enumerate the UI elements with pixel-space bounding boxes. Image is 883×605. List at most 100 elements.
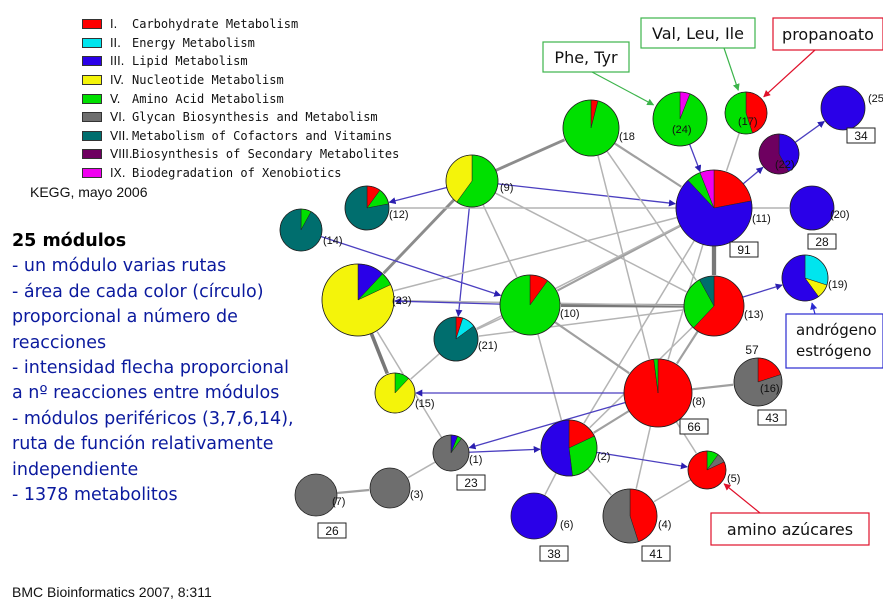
pie-outline	[445, 154, 499, 208]
module-edge	[407, 461, 436, 479]
module-edge	[676, 330, 699, 365]
module-edge	[388, 186, 447, 205]
legend-item: II. Energy Metabolism	[82, 34, 399, 53]
module-node-6: (6) 38	[510, 492, 573, 562]
pie-outline	[687, 450, 727, 490]
legend: I. Carbohydrate Metabolism II. Energy Metab…	[82, 15, 399, 182]
module-node-17: (17)	[724, 91, 768, 135]
count-value: 91	[737, 243, 751, 257]
module-edge	[393, 216, 678, 292]
legend-number: VI.	[110, 110, 126, 125]
count-box	[807, 233, 837, 250]
callout-text: andrógeno	[796, 321, 877, 339]
pie-slice	[820, 85, 866, 131]
count-box	[757, 409, 787, 426]
legend-item: V. Amino Acid Metabolism	[82, 89, 399, 108]
count-value: 38	[547, 547, 561, 561]
module-node-12: (12)	[344, 185, 409, 231]
module-node-22: (22)	[758, 133, 800, 175]
module-node-14: (14)	[279, 208, 343, 252]
legend-label: Energy Metabolism	[132, 35, 255, 50]
callout-pointer	[723, 483, 761, 514]
module-label: (4)	[658, 519, 671, 531]
pie-outline	[344, 185, 390, 231]
summary-line: independiente	[12, 459, 139, 480]
callout-box	[542, 41, 630, 73]
callout-pointer	[723, 47, 740, 91]
module-node-24: (24)	[652, 91, 708, 147]
module-label: (22)	[775, 159, 795, 171]
pie-slice	[510, 492, 558, 540]
module-edge	[497, 183, 676, 207]
module-edge	[476, 316, 504, 331]
callout-pointer	[763, 49, 816, 98]
legend-swatch	[82, 130, 102, 141]
pie-slice	[789, 185, 835, 231]
module-node-16: (16) 43 57	[733, 343, 787, 426]
count-box	[456, 474, 486, 491]
module-edge	[653, 479, 692, 503]
legend-swatch	[82, 112, 102, 123]
pie-outline	[733, 357, 783, 407]
legend-item: IV. Nucleotide Metabolism	[82, 71, 399, 90]
legend-swatch	[82, 37, 102, 48]
module-edge	[336, 488, 370, 495]
callout-pointer	[591, 71, 655, 106]
count-box	[729, 241, 759, 258]
callout-box	[640, 17, 756, 49]
module-label: (25	[868, 93, 883, 105]
count-value: 34	[854, 129, 868, 143]
module-label: (16)	[760, 383, 780, 395]
count-value: 41	[649, 547, 663, 561]
legend-swatch	[82, 93, 102, 104]
module-label: (24)	[672, 124, 692, 136]
pie-slice	[540, 419, 573, 477]
pie-outline	[724, 91, 768, 135]
module-node-18: (18	[562, 99, 635, 157]
module-edge	[596, 451, 688, 470]
module-label: (9)	[500, 182, 513, 194]
module-edge	[320, 235, 502, 297]
module-label: (13)	[744, 309, 764, 321]
module-edge	[587, 468, 612, 496]
summary-line: ruta de función relativamente	[12, 434, 274, 455]
module-node-1: (1) 23	[432, 434, 486, 491]
module-edge	[593, 409, 630, 434]
legend-number: IV.	[110, 73, 125, 88]
module-label: (18	[619, 131, 635, 143]
module-edge	[597, 154, 651, 360]
legend-label: Glycan Biosynthesis and Metabolism	[132, 110, 378, 125]
legend-label: Carbohydrate Metabolism	[132, 17, 299, 32]
module-node-20: (20) 28	[789, 185, 850, 250]
module-edge	[482, 204, 518, 278]
count-box	[679, 418, 709, 435]
citation: BMC Bioinformatics 2007, 8:311	[12, 584, 212, 600]
module-node-23: (23)	[321, 263, 412, 337]
count-box	[846, 127, 876, 144]
legend-label: Amino Acid Metabolism	[132, 91, 284, 106]
pie-outline	[433, 316, 479, 362]
callout-val-leu-ile: Val, Leu, Ile	[640, 17, 756, 91]
module-label: (14)	[323, 235, 343, 247]
callout-androgeno: andrógeno estrógeno	[785, 302, 883, 369]
module-node-19: (19)	[781, 254, 848, 302]
legend-label: Biodegradation of Xenobiotics	[132, 166, 342, 181]
callout-layer: Phe, Tyr Val, Leu, Ile propanoato andrógeno…	[542, 17, 883, 546]
legend-item: III. Lipid Metabolism	[82, 52, 399, 71]
module-edge	[691, 383, 734, 391]
module-label: (11)	[752, 213, 771, 225]
legend-item: VI. Glycan Biosynthesis and Metabolism	[82, 108, 399, 127]
module-edge	[455, 206, 471, 317]
callout-phe-tyr: Phe, Tyr	[542, 41, 655, 106]
module-edge	[495, 138, 566, 172]
module-edge	[725, 132, 741, 172]
source-note: KEGG, mayo 2006	[30, 184, 148, 200]
module-edge	[369, 332, 389, 375]
pie-outline	[374, 372, 416, 414]
module-edge	[742, 166, 764, 185]
legend-number: I.	[110, 17, 118, 32]
callout-box	[710, 512, 870, 546]
summary-line: - área de cada color (círculo)	[12, 281, 264, 302]
module-edge	[410, 353, 441, 380]
